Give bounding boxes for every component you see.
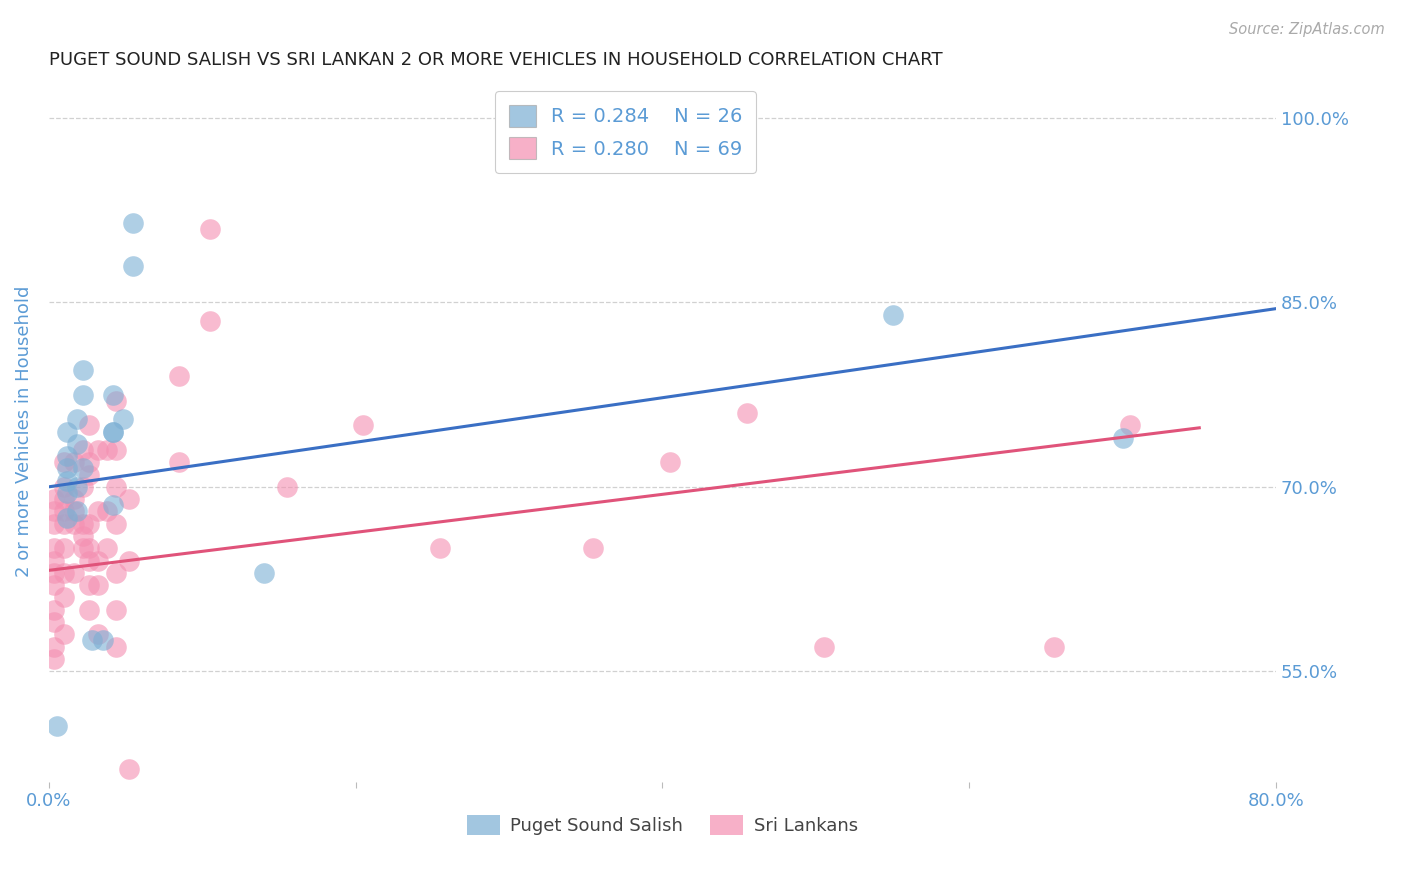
Point — [105, 393, 128, 408]
Point — [105, 480, 128, 494]
Point — [103, 425, 125, 439]
Point — [62, 516, 84, 531]
Point — [42, 541, 65, 556]
Point — [62, 566, 84, 580]
Point — [42, 615, 65, 629]
Point — [42, 516, 65, 531]
Point — [62, 492, 84, 507]
Point — [659, 455, 682, 469]
Point — [53, 627, 76, 641]
Point — [96, 442, 118, 457]
Point — [77, 516, 100, 531]
Point — [1042, 640, 1064, 654]
Point — [87, 442, 110, 457]
Point — [65, 480, 87, 494]
Point — [91, 633, 114, 648]
Point — [77, 455, 100, 469]
Point — [62, 504, 84, 518]
Point — [77, 602, 100, 616]
Point — [65, 412, 87, 426]
Point — [72, 480, 94, 494]
Point — [77, 418, 100, 433]
Point — [42, 553, 65, 567]
Point — [53, 492, 76, 507]
Point — [42, 652, 65, 666]
Point — [87, 578, 110, 592]
Point — [53, 480, 76, 494]
Point — [429, 541, 451, 556]
Point — [53, 541, 76, 556]
Point — [122, 259, 145, 273]
Point — [77, 553, 100, 567]
Point — [77, 541, 100, 556]
Point — [56, 461, 79, 475]
Point — [735, 406, 758, 420]
Point — [42, 504, 65, 518]
Point — [56, 486, 79, 500]
Point — [1111, 431, 1133, 445]
Point — [72, 516, 94, 531]
Point — [42, 492, 65, 507]
Point — [105, 442, 128, 457]
Point — [1119, 418, 1142, 433]
Point — [103, 425, 125, 439]
Point — [111, 412, 134, 426]
Point — [56, 425, 79, 439]
Point — [72, 442, 94, 457]
Point — [105, 640, 128, 654]
Point — [77, 578, 100, 592]
Point — [118, 492, 141, 507]
Point — [103, 387, 125, 401]
Point — [77, 467, 100, 482]
Legend: Puget Sound Salish, Sri Lankans: Puget Sound Salish, Sri Lankans — [460, 807, 865, 843]
Point — [103, 498, 125, 512]
Point — [62, 455, 84, 469]
Point — [42, 578, 65, 592]
Point — [105, 602, 128, 616]
Point — [96, 541, 118, 556]
Point — [72, 461, 94, 475]
Point — [169, 369, 191, 384]
Point — [72, 363, 94, 377]
Point — [72, 529, 94, 543]
Point — [42, 640, 65, 654]
Point — [96, 504, 118, 518]
Point — [53, 516, 76, 531]
Point — [53, 591, 76, 605]
Point — [813, 640, 835, 654]
Point — [198, 221, 221, 235]
Point — [56, 449, 79, 463]
Point — [87, 553, 110, 567]
Point — [42, 602, 65, 616]
Point — [122, 216, 145, 230]
Text: PUGET SOUND SALISH VS SRI LANKAN 2 OR MORE VEHICLES IN HOUSEHOLD CORRELATION CHA: PUGET SOUND SALISH VS SRI LANKAN 2 OR MO… — [49, 51, 942, 69]
Point — [72, 387, 94, 401]
Point — [53, 566, 76, 580]
Point — [56, 474, 79, 488]
Point — [169, 455, 191, 469]
Y-axis label: 2 or more Vehicles in Household: 2 or more Vehicles in Household — [15, 285, 32, 577]
Point — [87, 504, 110, 518]
Point — [53, 455, 76, 469]
Point — [87, 627, 110, 641]
Point — [105, 516, 128, 531]
Point — [42, 566, 65, 580]
Point — [276, 480, 298, 494]
Point — [118, 553, 141, 567]
Point — [105, 566, 128, 580]
Point — [45, 719, 67, 733]
Point — [72, 541, 94, 556]
Point — [882, 308, 904, 322]
Point — [53, 504, 76, 518]
Point — [352, 418, 374, 433]
Point — [118, 763, 141, 777]
Point — [56, 510, 79, 524]
Point — [198, 314, 221, 328]
Point — [582, 541, 605, 556]
Point — [80, 633, 103, 648]
Point — [65, 437, 87, 451]
Point — [65, 504, 87, 518]
Point — [253, 566, 276, 580]
Text: Source: ZipAtlas.com: Source: ZipAtlas.com — [1229, 22, 1385, 37]
